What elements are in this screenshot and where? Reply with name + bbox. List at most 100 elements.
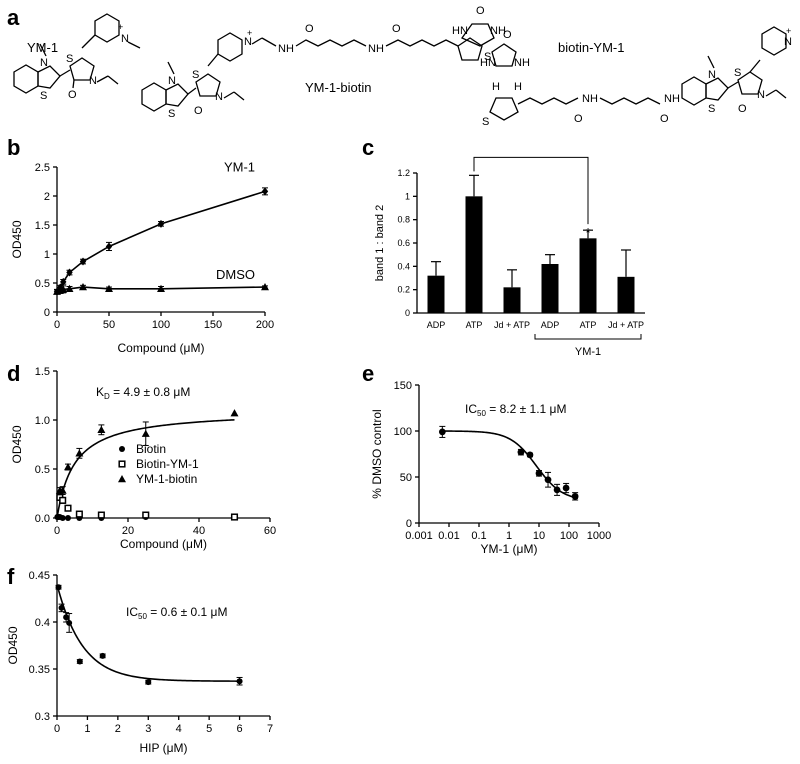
chart-c-category-label: ADP xyxy=(427,320,446,330)
ethyl-bond-5 xyxy=(765,89,777,97)
atom-n: N xyxy=(89,75,97,87)
ethyl-bond-6 xyxy=(775,89,787,99)
chart-e-point xyxy=(571,492,579,500)
chart-b-y-label: OD450 xyxy=(10,220,24,258)
structure-label-ym1: YM-1 xyxy=(27,40,58,55)
chart-b-y-tick-label: 1.5 xyxy=(35,220,50,232)
atom-o-2: O xyxy=(305,23,314,35)
chart-f-point xyxy=(236,678,243,685)
chart-b-point xyxy=(261,187,269,196)
chart-f-x-tick-label: 3 xyxy=(145,723,151,735)
atom-nh-6: NH xyxy=(664,93,680,105)
ethyl-bond-2 xyxy=(107,75,119,85)
chart-e-x-tick-label: 1 xyxy=(506,530,512,542)
chart-e-point xyxy=(562,484,570,492)
chart-e-y-tick-label: 0 xyxy=(406,518,412,530)
chart-f-y-tick-label: 0.3 xyxy=(35,711,50,723)
chart-f-x-label: HIP (μM) xyxy=(139,741,187,755)
chart-f-point xyxy=(66,619,73,626)
chart-d-point xyxy=(75,510,83,518)
n-methyl-bond xyxy=(127,41,141,49)
chart-f-point xyxy=(99,652,106,659)
atom-n-plus-2: N xyxy=(244,36,252,48)
panel-label-b: b xyxy=(7,135,20,160)
atom-s-6: S xyxy=(708,103,715,115)
hexanoyl-chain-2 xyxy=(599,97,661,105)
chart-d-point xyxy=(142,511,150,519)
chart-d-x-label: Compound (μM) xyxy=(120,537,207,551)
carbonyl-bond xyxy=(72,79,75,89)
imidazolidinone-ring xyxy=(461,23,495,47)
ylidene-bond-3 xyxy=(727,81,739,89)
hexanoyl-chain xyxy=(295,39,367,47)
chart-b-y-tick-label: 2 xyxy=(44,191,50,203)
chart-d-point xyxy=(64,463,73,471)
panel-label-d: d xyxy=(7,361,20,386)
panel-label-a: a xyxy=(7,5,20,30)
atom-hn-2: HN xyxy=(480,57,496,69)
chart-c-category-label: Jd + ATP xyxy=(608,320,644,330)
chart-d-annotation: KD = 4.9 ± 0.8 μM xyxy=(96,385,190,401)
atom-s-2: S xyxy=(484,51,491,63)
chart-f-point xyxy=(145,679,152,686)
chart-d-y-tick-label: 0.5 xyxy=(35,464,50,476)
atom-n-plus: N xyxy=(121,33,129,45)
atom-n-6: N xyxy=(757,89,765,101)
chart-c-category-label: ADP xyxy=(541,320,560,330)
chart-f-y-tick-label: 0.45 xyxy=(29,570,50,582)
n-methyl-bond-2 xyxy=(39,43,47,57)
chart-f-point xyxy=(58,604,65,611)
atom-nh-1: NH xyxy=(278,43,294,55)
chart-d-legend-marker xyxy=(118,475,126,483)
chart-e-point xyxy=(544,476,552,484)
chart-e-x-tick-label: 0.01 xyxy=(438,530,459,542)
thiazolidinone-ring-3 xyxy=(737,71,763,95)
linker-bond-a xyxy=(251,37,263,45)
chart-d-legend-label: Biotin-YM-1 xyxy=(136,457,199,471)
structure-ym1-biotin: YM-1-biotin N + NH O NH O S HN NH O S N … xyxy=(141,5,506,120)
atom-n-benzothiazole: N xyxy=(40,57,48,69)
chart-c-y-tick-label: 0 xyxy=(405,308,410,318)
chart-c-category-label: ATP xyxy=(580,320,597,330)
chart-f-x-tick-label: 0 xyxy=(54,723,60,735)
chart-d-y-label: OD450 xyxy=(10,425,24,463)
atom-n-3: N xyxy=(215,91,223,103)
chart-e-point xyxy=(535,469,543,477)
chart-d-point xyxy=(59,496,67,504)
atom-s-benzothiazole: S xyxy=(40,90,47,102)
ylidene-bond-2 xyxy=(187,87,197,95)
chart-b-point xyxy=(105,242,113,251)
chart-c-bar xyxy=(465,196,483,313)
pyridinium-ring-3 xyxy=(761,26,787,56)
chart-d-legend-label: Biotin xyxy=(136,442,166,456)
benzene-ring-2 xyxy=(141,82,167,112)
chart-c-y-tick-label: 1.2 xyxy=(397,168,410,178)
chart-d-x-tick-label: 40 xyxy=(193,525,205,537)
atom-o-5: O xyxy=(194,105,203,117)
chart-c-bar xyxy=(503,287,521,313)
chart-b-y-tick-label: 0.5 xyxy=(35,278,50,290)
atom-o-4: O xyxy=(476,5,485,17)
chart-d-x-tick-label: 60 xyxy=(264,525,276,537)
chart-f-y-tick-label: 0.4 xyxy=(35,617,50,629)
chart-d-point xyxy=(59,515,66,521)
chart-d-point xyxy=(230,409,239,417)
valeryl-chain xyxy=(385,39,459,47)
chart-e-annotation: IC50 = 8.2 ± 1.1 μM xyxy=(465,402,566,418)
pyridinium-ring xyxy=(94,13,120,43)
chart-d-point xyxy=(97,511,105,519)
chart-f-x-tick-label: 6 xyxy=(237,723,243,735)
chart-b-point xyxy=(79,283,87,291)
chart-b-point xyxy=(105,284,113,292)
chart-e-x-tick-label: 0.001 xyxy=(405,530,433,542)
atom-s-7: S xyxy=(734,67,741,79)
atom-o: O xyxy=(68,89,77,101)
chart-f-y-label: OD450 xyxy=(6,626,20,664)
chart-b-point xyxy=(79,257,87,266)
imidazolidinone-ring-2 xyxy=(491,43,517,67)
chart-b-point xyxy=(157,284,165,292)
chart-e-point xyxy=(438,428,446,436)
n-methyl-bond-3 xyxy=(167,61,175,75)
chart-b-point xyxy=(157,219,165,228)
